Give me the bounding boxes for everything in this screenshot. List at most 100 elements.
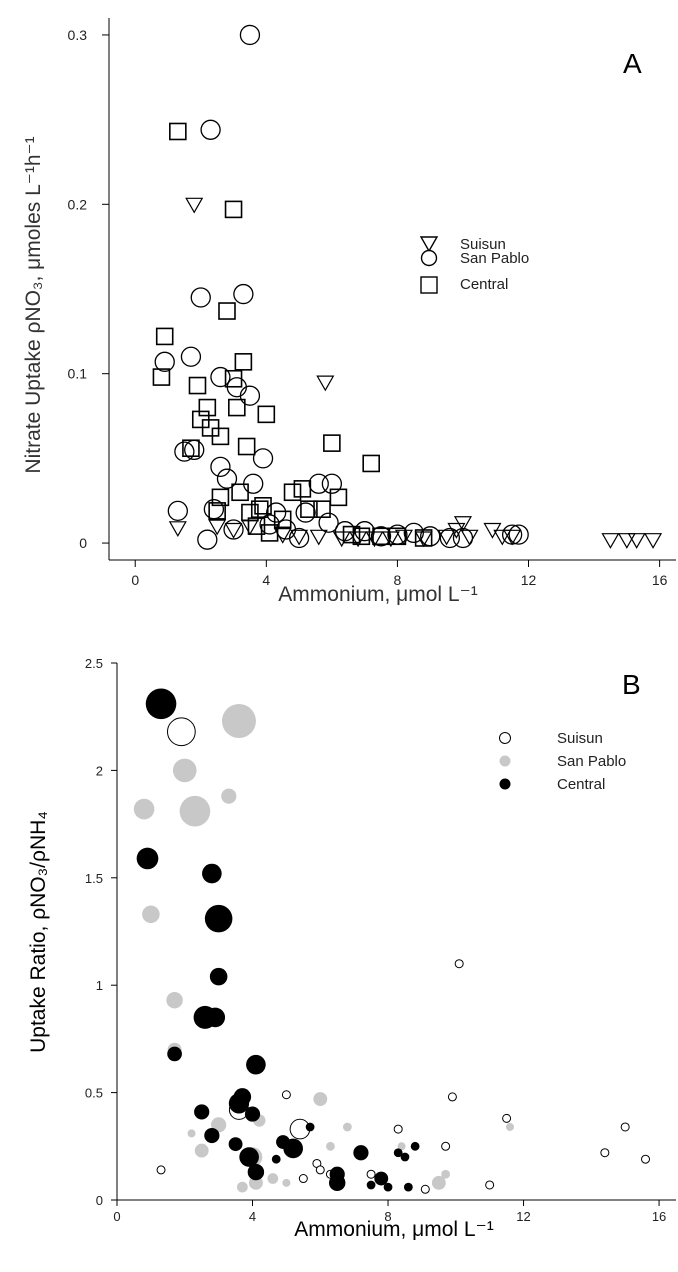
point-b-central [374,1171,389,1186]
point-a-suisun [644,533,663,549]
legend-b-central-label: Central [557,776,605,793]
point-a-central [234,353,253,371]
point-b-central [145,688,177,720]
point-b-san-pablo [172,758,197,783]
panel-a-ticks: 0 4 8 12 16 0 0.1 0.2 0.3 [68,27,668,588]
point-a-central [224,200,243,219]
point-b-central [209,967,228,986]
point-b-san-pablo [282,1178,291,1187]
point-a-central [237,437,256,456]
point-a-suisun [316,375,335,392]
legend-b-san-pablo-label: San Pablo [557,753,626,770]
point-a-central [293,480,312,498]
point-a-central [188,376,207,395]
point-b-central [244,1106,261,1122]
panel-a-label: A [623,48,642,79]
panel-b-y-tick-label: 1.5 [85,871,103,886]
point-b-central [393,1148,403,1158]
panel-a-y-tick-label: 0 [79,535,87,551]
point-a-central [260,524,279,542]
point-a-san-pablo [216,468,238,489]
point-b-central [283,1138,303,1159]
point-b-san-pablo [133,798,155,820]
point-b-suisun [156,1165,166,1175]
panel-a-y-tick-label: 0.3 [68,27,88,43]
point-b-san-pablo [397,1142,406,1151]
point-a-san-pablo [439,527,461,549]
point-a-central [228,398,246,417]
point-b-central [204,1127,220,1144]
point-a-central [231,483,249,502]
point-a-san-pablo [180,346,202,367]
point-a-suisun [460,529,479,546]
point-b-san-pablo [267,1173,279,1184]
point-a-central [273,510,292,529]
point-a-central [211,427,230,446]
point-a-central [169,122,187,141]
point-a-central [250,500,269,518]
panel-a-y-tick-label: 0.2 [68,196,88,212]
panel-b-x-tick-label: 4 [249,1209,256,1224]
point-b-central [202,863,222,884]
point-b-san-pablo [221,788,237,804]
point-a-suisun [224,522,243,539]
legend-san-pablo-circle-marker [420,249,438,267]
point-a-central [329,488,348,507]
point-b-san-pablo [505,1122,514,1131]
point-b-suisun [641,1154,651,1164]
point-b-san-pablo [236,1181,248,1193]
legend-b-central-marker [499,778,511,790]
point-a-san-pablo [259,514,280,535]
point-b-san-pablo [142,905,160,924]
point-a-san-pablo [239,385,261,406]
point-a-suisun [290,529,309,546]
point-a-central [152,368,171,386]
point-b-central [410,1141,420,1151]
point-a-central [283,483,302,502]
point-a-central [155,327,174,346]
point-b-central [247,1163,265,1181]
point-a-san-pablo [318,512,339,533]
point-b-san-pablo [326,1141,335,1151]
panel-b-label: B [622,669,641,700]
legend-b-san-pablo-marker [499,755,511,767]
point-b-central [383,1182,393,1192]
point-a-san-pablo [354,521,375,542]
point-a-san-pablo [197,529,218,550]
point-b-suisun [600,1148,610,1158]
point-a-san-pablo [210,366,231,388]
point-b-suisun [485,1180,495,1190]
point-a-san-pablo [295,502,316,523]
panel-a-x-axis-title: Ammonium, μmol L⁻¹ [278,583,477,606]
legend-suisun-label: Suisun [460,236,506,253]
point-b-central [305,1122,315,1132]
point-b-suisun [447,1092,457,1102]
panel-b-y-tick-label: 0 [96,1193,103,1208]
panel-a-y-tick-label: 0.1 [68,366,88,382]
point-a-san-pablo [370,526,392,547]
panel-b-data-points [133,688,651,1194]
point-b-central [136,847,159,870]
point-b-central [271,1154,281,1164]
point-a-san-pablo [233,283,254,305]
point-a-suisun [493,529,512,546]
point-a-san-pablo [190,287,211,308]
point-b-suisun [366,1169,376,1179]
point-a-suisun [168,521,187,538]
point-b-san-pablo [179,795,211,827]
point-a-central [414,529,433,547]
point-a-suisun [309,529,328,546]
point-a-suisun [332,531,351,548]
point-a-central [208,502,226,520]
point-a-central [388,527,407,546]
point-a-san-pablo [508,524,529,545]
legend-san-pablo-label: San Pablo [460,250,529,267]
point-b-suisun [298,1174,308,1184]
legend-b-suisun-label: Suisun [557,730,603,747]
point-a-central [342,525,361,544]
point-b-san-pablo [221,703,256,738]
point-a-san-pablo [223,519,244,540]
point-a-central [247,517,266,535]
point-a-central [372,527,390,546]
point-b-central [246,1054,266,1075]
